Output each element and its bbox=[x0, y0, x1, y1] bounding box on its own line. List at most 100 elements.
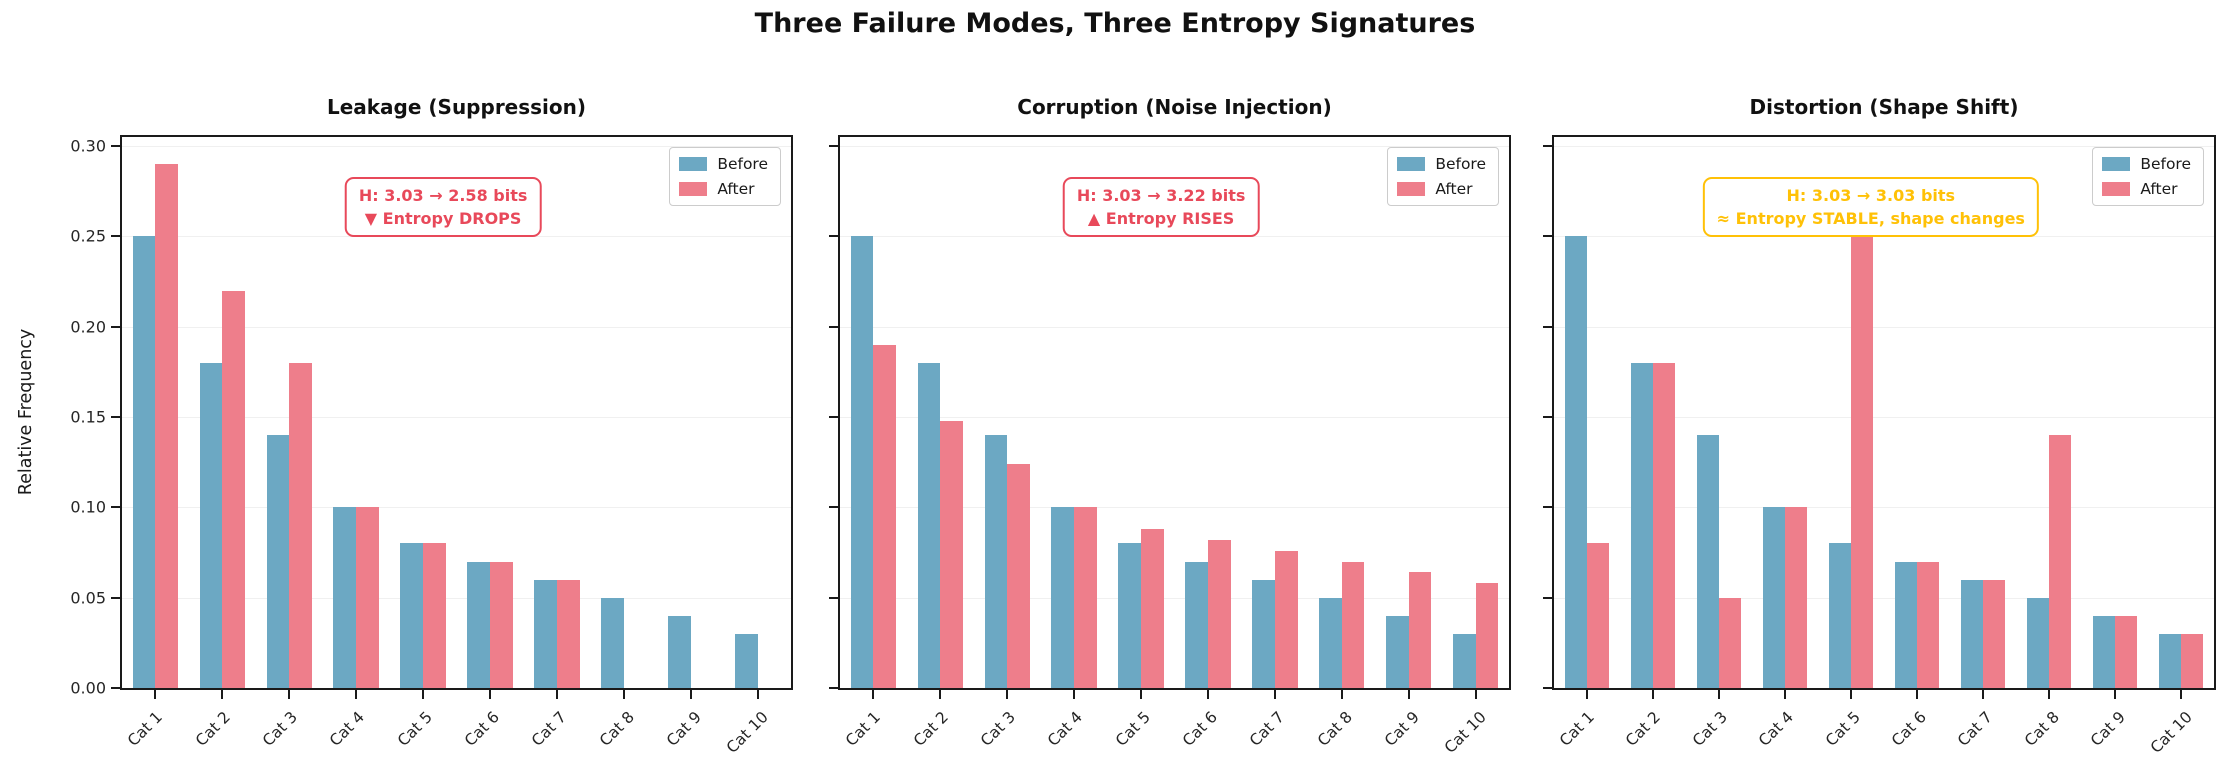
x-tick-mark bbox=[1718, 690, 1720, 699]
x-tick-label: Cat 1 bbox=[1556, 708, 1598, 750]
x-tick-mark bbox=[1652, 690, 1654, 699]
annotation-line-1: H: 3.03 → 3.22 bits bbox=[1076, 186, 1246, 205]
bar-after bbox=[1851, 236, 1874, 688]
x-tick-label: Cat 5 bbox=[1821, 708, 1864, 750]
annotation-line-1: H: 3.03 → 3.03 bits bbox=[1786, 186, 1956, 205]
bar-after bbox=[1074, 507, 1097, 688]
x-tick-mark bbox=[1474, 690, 1477, 699]
legend: Before After bbox=[669, 147, 781, 206]
bar-after bbox=[1408, 572, 1432, 688]
legend-label: After bbox=[717, 180, 755, 198]
y-tick-mark bbox=[1543, 145, 1552, 148]
x-tick-label: Cat 7 bbox=[528, 708, 571, 750]
bar-before bbox=[400, 543, 424, 688]
bar-after bbox=[1141, 529, 1164, 688]
legend-item-after: After bbox=[1397, 180, 1486, 198]
bar-after bbox=[1917, 561, 1940, 688]
x-tick-mark bbox=[689, 690, 692, 699]
bar-before bbox=[1051, 507, 1075, 688]
bar-after bbox=[155, 164, 179, 688]
y-tick-mark bbox=[1543, 235, 1552, 238]
panel-title: Distortion (Shape Shift) bbox=[1749, 95, 2019, 119]
panel-title: Corruption (Noise Injection) bbox=[1017, 95, 1332, 119]
x-tick-label: Cat 9 bbox=[2087, 708, 2130, 750]
x-tick-mark bbox=[622, 690, 625, 699]
bar-after bbox=[1274, 550, 1298, 688]
figure-title: Three Failure Modes, Three Entropy Signa… bbox=[754, 8, 1476, 39]
x-tick-label: Cat 9 bbox=[1380, 708, 1423, 750]
y-tick-label: 0.00 bbox=[70, 678, 106, 698]
x-tick-mark bbox=[1140, 690, 1143, 699]
y-tick-label: 0.15 bbox=[70, 407, 106, 427]
y-tick-mark bbox=[829, 416, 838, 419]
x-tick-label: Cat 4 bbox=[1044, 708, 1087, 750]
x-tick-mark bbox=[2180, 690, 2182, 699]
bar-after bbox=[1785, 507, 1808, 688]
gridline bbox=[840, 597, 1509, 599]
gridline bbox=[122, 597, 791, 599]
legend-label: Before bbox=[2140, 155, 2191, 173]
bar-after bbox=[940, 420, 964, 688]
x-tick-label: Cat 8 bbox=[2020, 708, 2063, 750]
gridline bbox=[840, 326, 1509, 328]
gridline bbox=[1554, 326, 2214, 328]
x-tick-label: Cat 3 bbox=[1688, 708, 1731, 750]
legend-label: Before bbox=[717, 155, 768, 173]
bar-before bbox=[2026, 597, 2049, 688]
bar-before bbox=[333, 507, 357, 688]
x-tick-mark bbox=[1073, 690, 1076, 699]
gridline bbox=[1554, 146, 2214, 148]
y-tick-label: 0.30 bbox=[70, 136, 106, 156]
x-tick-mark bbox=[555, 690, 558, 699]
x-tick-label: Cat 10 bbox=[2146, 708, 2196, 757]
bar-after bbox=[873, 344, 897, 688]
x-tick-label: Cat 5 bbox=[393, 708, 436, 750]
x-tick-labels: Cat 1 Cat 2 Cat 3 Cat 4 Cat 5 Cat 6 Cat 7 Cat 8… bbox=[120, 692, 793, 770]
legend: Before After bbox=[1387, 147, 1499, 206]
x-tick-mark bbox=[1273, 690, 1276, 699]
bar-after bbox=[289, 362, 312, 688]
bar-before bbox=[266, 435, 290, 688]
bar-before bbox=[1696, 435, 1719, 688]
x-tick-label: Cat 9 bbox=[662, 708, 705, 750]
chart-panel-1: Leakage (Suppression) 0.00 0.05 0.10 0.15 0.2… bbox=[70, 95, 793, 775]
annotation-line-2: ▼ Entropy DROPS bbox=[364, 209, 522, 229]
after-swatch-icon bbox=[2102, 182, 2131, 196]
bar-after bbox=[423, 543, 446, 688]
x-tick-mark bbox=[154, 690, 157, 699]
entropy-annotation: H: 3.03 → 3.03 bits ≈ Entropy STABLE, sha… bbox=[1702, 177, 2039, 238]
legend-item-after: After bbox=[679, 180, 768, 198]
x-tick-label: Cat 8 bbox=[1313, 708, 1356, 750]
bar-before bbox=[1564, 236, 1587, 688]
y-tick-mark bbox=[829, 687, 838, 689]
bar-after bbox=[556, 579, 580, 688]
y-tick-label: 0.05 bbox=[70, 588, 106, 608]
bar-after bbox=[356, 507, 379, 688]
y-tick-mark bbox=[829, 145, 838, 148]
after-swatch-icon bbox=[679, 182, 708, 196]
x-tick-mark bbox=[2048, 690, 2050, 699]
x-tick-label: Cat 10 bbox=[1441, 708, 1491, 757]
gridline bbox=[840, 417, 1509, 419]
legend-item-before: Before bbox=[679, 155, 768, 173]
x-tick-label: Cat 2 bbox=[191, 708, 234, 750]
bar-before bbox=[1118, 543, 1142, 688]
bar-after bbox=[1653, 362, 1676, 688]
bar-before bbox=[132, 236, 156, 688]
y-tick-mark bbox=[1543, 506, 1552, 509]
x-tick-label: Cat 6 bbox=[461, 708, 503, 750]
y-tick-label: 0.20 bbox=[70, 317, 106, 337]
x-tick-mark bbox=[355, 690, 358, 699]
legend-item-after: After bbox=[2102, 180, 2191, 198]
bar-before bbox=[2092, 615, 2115, 688]
x-tick-mark bbox=[872, 690, 875, 699]
gridline bbox=[840, 146, 1509, 148]
x-tick-mark bbox=[1340, 690, 1343, 699]
x-tick-mark bbox=[939, 690, 942, 699]
y-tick-mark bbox=[1543, 687, 1552, 689]
before-swatch-icon bbox=[679, 157, 708, 171]
y-axis-label: Relative Frequency bbox=[16, 328, 36, 496]
bar-before bbox=[1385, 615, 1409, 688]
plot-area: 0.00 0.05 0.10 0.15 0.20 0.25 0.30 Before After H… bbox=[70, 135, 793, 699]
bar-after bbox=[2049, 435, 2072, 688]
